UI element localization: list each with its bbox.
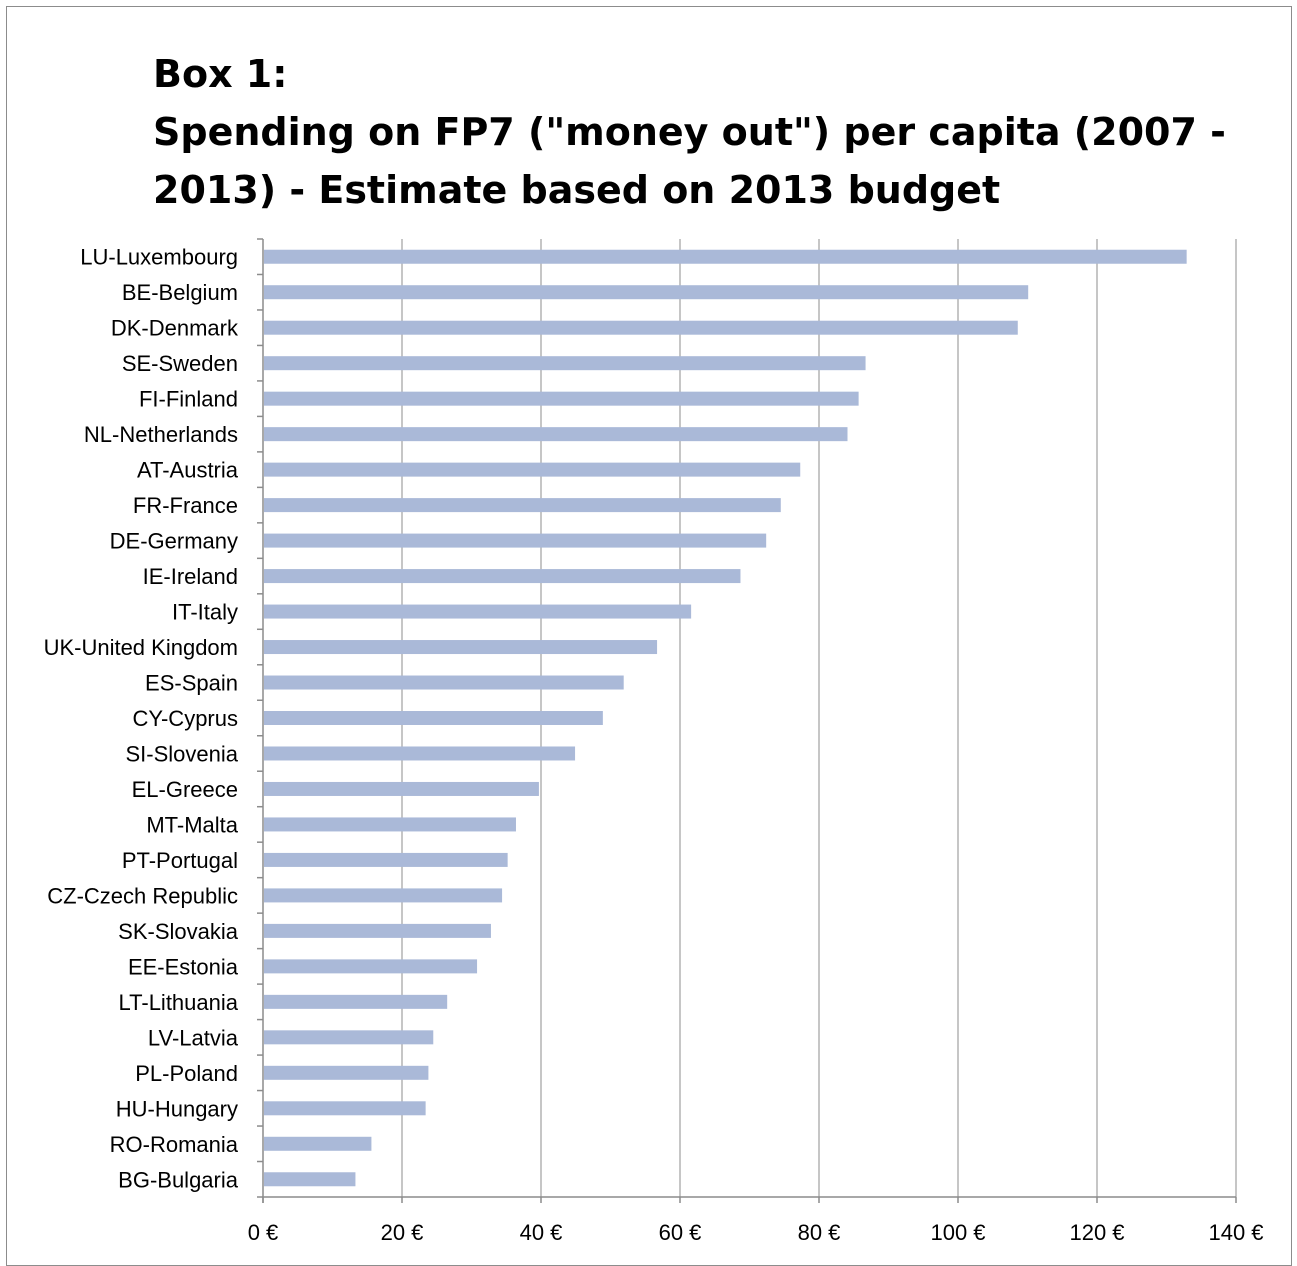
category-label-5: NL-Netherlands — [84, 422, 238, 447]
category-label-8: DE-Germany — [110, 529, 238, 554]
bar-18 — [264, 888, 502, 902]
bar-17 — [264, 853, 508, 867]
x-tick-label-3: 60 € — [659, 1220, 702, 1245]
bar-20 — [264, 959, 477, 973]
category-label-20: EE-Estonia — [128, 954, 239, 979]
category-label-17: PT-Portugal — [122, 848, 238, 873]
bar-3 — [264, 356, 866, 370]
x-tick-label-5: 100 € — [930, 1220, 985, 1245]
x-tick-label-1: 20 € — [381, 1220, 424, 1245]
category-label-11: UK-United Kingdom — [44, 635, 238, 660]
category-label-7: FR-France — [133, 493, 238, 518]
bar-15 — [264, 782, 539, 796]
bar-7 — [264, 498, 781, 512]
bar-10 — [264, 605, 691, 619]
bar-24 — [264, 1101, 426, 1115]
category-label-16: MT-Malta — [146, 812, 238, 837]
category-label-4: FI-Finland — [139, 387, 238, 412]
category-label-2: DK-Denmark — [111, 316, 239, 341]
category-label-0: LU-Luxembourg — [80, 245, 238, 270]
category-label-12: ES-Spain — [145, 671, 238, 696]
bar-0 — [264, 250, 1187, 264]
bar-21 — [264, 995, 447, 1009]
bar-1 — [264, 285, 1028, 299]
category-label-19: SK-Slovakia — [118, 919, 239, 944]
bar-19 — [264, 924, 491, 938]
category-label-18: CZ-Czech Republic — [47, 883, 238, 908]
category-label-15: EL-Greece — [132, 777, 238, 802]
bar-23 — [264, 1066, 428, 1080]
x-tick-label-7: 140 € — [1208, 1220, 1263, 1245]
category-label-22: LV-Latvia — [148, 1025, 239, 1050]
bar-2 — [264, 321, 1018, 335]
bar-8 — [264, 534, 766, 548]
category-label-21: LT-Lithuania — [119, 990, 239, 1015]
bar-6 — [264, 463, 800, 477]
category-label-23: PL-Poland — [135, 1061, 238, 1086]
category-label-14: SI-Slovenia — [125, 741, 238, 766]
bar-14 — [264, 746, 575, 760]
category-label-24: HU-Hungary — [116, 1096, 238, 1121]
x-tick-label-0: 0 € — [248, 1220, 279, 1245]
category-label-9: IE-Ireland — [143, 564, 238, 589]
category-label-26: BG-Bulgaria — [118, 1167, 239, 1192]
bar-13 — [264, 711, 603, 725]
bar-12 — [264, 676, 624, 690]
bar-16 — [264, 817, 516, 831]
bar-26 — [264, 1172, 355, 1186]
x-tick-label-2: 40 € — [520, 1220, 563, 1245]
category-label-25: RO-Romania — [110, 1132, 239, 1157]
category-label-10: IT-Italy — [172, 600, 238, 625]
bar-11 — [264, 640, 657, 654]
bar-4 — [264, 392, 859, 406]
category-label-13: CY-Cyprus — [132, 706, 238, 731]
x-tick-label-4: 80 € — [798, 1220, 841, 1245]
bar-25 — [264, 1137, 371, 1151]
category-label-3: SE-Sweden — [122, 351, 238, 376]
category-label-1: BE-Belgium — [122, 280, 238, 305]
bar-5 — [264, 427, 847, 441]
bar-22 — [264, 1030, 433, 1044]
x-tick-label-6: 120 € — [1069, 1220, 1124, 1245]
category-label-6: AT-Austria — [137, 458, 239, 483]
bar-9 — [264, 569, 740, 583]
